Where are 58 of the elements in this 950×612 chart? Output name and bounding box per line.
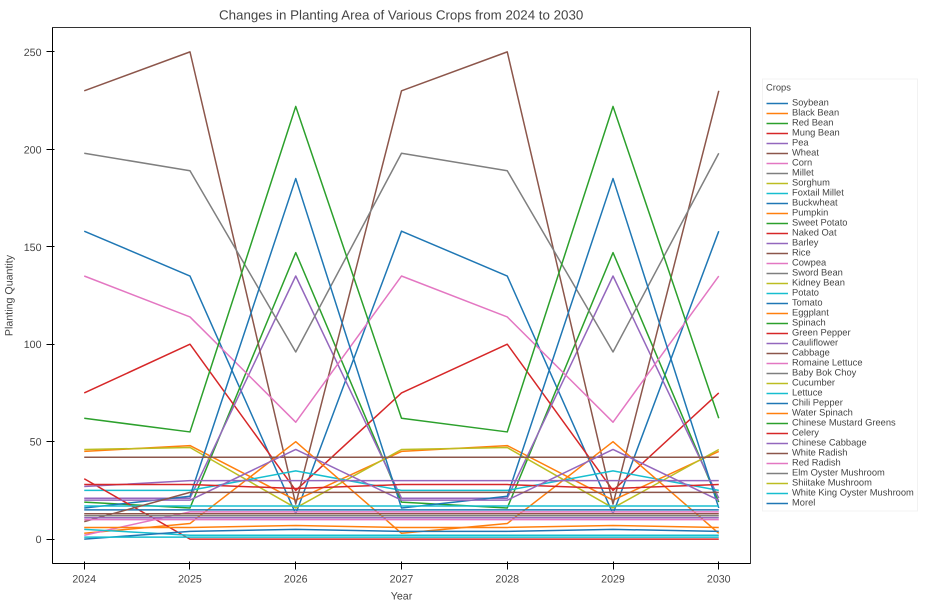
- legend-label: Cabbage: [792, 348, 830, 358]
- y-tick-label: 50: [30, 436, 42, 449]
- legend-label: Corn: [792, 158, 812, 168]
- legend-label: Rice: [792, 248, 812, 258]
- x-tick-label: 2030: [706, 574, 731, 586]
- x-tick-label: 2028: [495, 574, 520, 586]
- x-tick-label: 2025: [178, 574, 202, 586]
- legend-label: Wheat: [792, 148, 819, 158]
- legend-label: White King Oyster Mushroom: [792, 488, 914, 498]
- legend-label: Soybean: [792, 98, 829, 108]
- legend-label: Spinach: [792, 318, 826, 328]
- legend-label: Sweet Potato: [792, 218, 848, 228]
- y-tick-label: 250: [24, 46, 42, 59]
- legend-label: White Radish: [792, 448, 848, 458]
- x-tick-label: 2027: [390, 574, 414, 586]
- legend-label: Cauliflower: [792, 338, 838, 348]
- legend-label: Pumpkin: [792, 208, 828, 218]
- legend-label: Chinese Cabbage: [792, 438, 867, 448]
- legend-label: Barley: [792, 238, 818, 248]
- legend-label: Millet: [792, 168, 814, 178]
- legend-label: Foxtail Millet: [792, 188, 844, 198]
- legend-title: Crops: [766, 82, 792, 92]
- y-axis-title: Planting Quantity: [4, 254, 16, 336]
- legend-label: Chili Pepper: [792, 398, 843, 408]
- legend-label: Sorghum: [792, 178, 830, 188]
- legend-label: Eggplant: [792, 308, 829, 318]
- y-tick-label: 100: [24, 339, 42, 352]
- x-axis-title: Year: [390, 590, 413, 602]
- x-tick-label: 2026: [284, 574, 308, 586]
- x-tick-label: 2029: [601, 574, 625, 586]
- legend-label: Chinese Mustard Greens: [792, 418, 896, 428]
- legend-label: Black Bean: [792, 108, 840, 118]
- y-tick-label: 0: [36, 534, 42, 546]
- legend-label: Mung Bean: [792, 128, 840, 138]
- legend-label: Cowpea: [792, 258, 826, 268]
- legend-label: Buckwheat: [792, 198, 838, 208]
- legend-label: Celery: [792, 428, 819, 438]
- legend-label: Pea: [792, 138, 810, 148]
- legend-label: Romaine Lettuce: [792, 358, 863, 368]
- legend-label: Lettuce: [792, 388, 823, 398]
- legend-label: Elm Oyster Mushroom: [792, 468, 885, 478]
- legend-label: Potato: [792, 288, 819, 298]
- legend-label: Shiitake Mushroom: [792, 478, 872, 488]
- legend-label: Sword Bean: [792, 268, 843, 278]
- legend-label: Green Pepper: [792, 328, 851, 338]
- chart-title: Changes in Planting Area of Various Crops from 2024 to 2030: [218, 8, 584, 22]
- legend-label: Red Radish: [792, 458, 841, 468]
- legend-label: Tomato: [792, 298, 823, 308]
- y-tick-label: 150: [24, 242, 42, 254]
- legend-label: Cucumber: [792, 378, 836, 388]
- x-tick-label: 2024: [72, 574, 96, 586]
- y-tick-label: 200: [24, 144, 42, 156]
- legend-label: Morel: [792, 498, 816, 508]
- legend-label: Kidney Bean: [792, 278, 845, 288]
- legend-label: Baby Bok Choy: [792, 368, 856, 378]
- legend-label: Water Spinach: [792, 408, 853, 418]
- legend-label: Red Bean: [792, 118, 834, 128]
- legend-label: Naked Oat: [792, 228, 837, 238]
